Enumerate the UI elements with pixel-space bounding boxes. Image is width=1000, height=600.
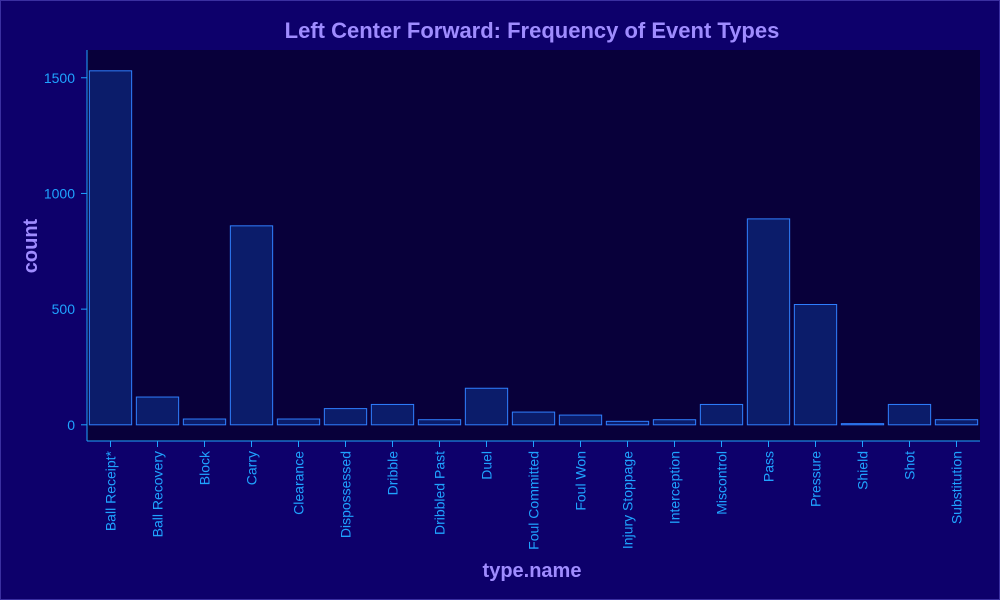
- bar-injury-stoppage: [605, 420, 650, 426]
- x-tick-label: Interception: [667, 451, 683, 524]
- y-axis-ticks: 0 500 1000 1500: [44, 70, 87, 433]
- chart-title: Left Center Forward: Frequency of Event …: [285, 18, 780, 43]
- x-tick-label: Pass: [761, 451, 777, 482]
- x-tick-label: Foul Won: [573, 451, 589, 511]
- bars: [88, 70, 979, 426]
- x-tick-label: Substitution: [949, 451, 965, 524]
- bar-duel: [464, 387, 509, 426]
- bar-dribbled-past: [417, 419, 462, 426]
- x-tick-label: Dribble: [385, 451, 401, 496]
- bar-interception: [652, 419, 697, 426]
- x-axis-ticks: Ball Receipt* Ball Recovery Block Carry Clea…: [103, 441, 965, 550]
- x-tick-label: Shield: [855, 451, 871, 490]
- bar-dispossessed: [323, 408, 368, 426]
- bar-ball-recovery: [135, 396, 180, 426]
- bar-shot: [887, 403, 932, 426]
- x-tick-label: Dribbled Past: [432, 451, 448, 535]
- bar-dribble: [370, 403, 415, 426]
- x-tick-label: Injury Stoppage: [620, 451, 636, 549]
- bar-clearance: [276, 418, 321, 426]
- x-tick-label: Block: [197, 450, 213, 485]
- bar-foul-won: [558, 414, 603, 426]
- bar-carry: [229, 225, 274, 426]
- x-tick-label: Pressure: [808, 451, 824, 507]
- y-tick-label: 1000: [44, 185, 75, 201]
- x-tick-label: Foul Committed: [526, 451, 542, 550]
- x-tick-label: Ball Receipt*: [103, 450, 119, 531]
- x-tick-label: Miscontrol: [714, 451, 730, 515]
- x-tick-label: Ball Recovery: [150, 451, 166, 537]
- y-tick-label: 1500: [44, 70, 75, 86]
- x-tick-label: Clearance: [291, 451, 307, 515]
- x-axis-title: type.name: [483, 560, 582, 582]
- x-tick-label: Dispossessed: [338, 451, 354, 538]
- plot-area: [87, 50, 980, 441]
- bar-substitution: [934, 419, 979, 426]
- y-axis-title: count: [20, 218, 42, 273]
- x-tick-label: Carry: [244, 451, 260, 485]
- bar-shield: [840, 423, 885, 426]
- bar-pressure: [793, 303, 838, 426]
- x-tick-label: Shot: [902, 451, 918, 480]
- y-tick-label: 0: [67, 417, 75, 433]
- y-tick-label: 500: [52, 301, 76, 317]
- bar-pass: [746, 218, 791, 426]
- bar-miscontrol: [699, 403, 744, 426]
- bar-block: [182, 418, 227, 426]
- x-tick-label: Duel: [479, 451, 495, 480]
- bar-foul-committed: [511, 411, 556, 426]
- bar-ball-receipt: [88, 70, 133, 426]
